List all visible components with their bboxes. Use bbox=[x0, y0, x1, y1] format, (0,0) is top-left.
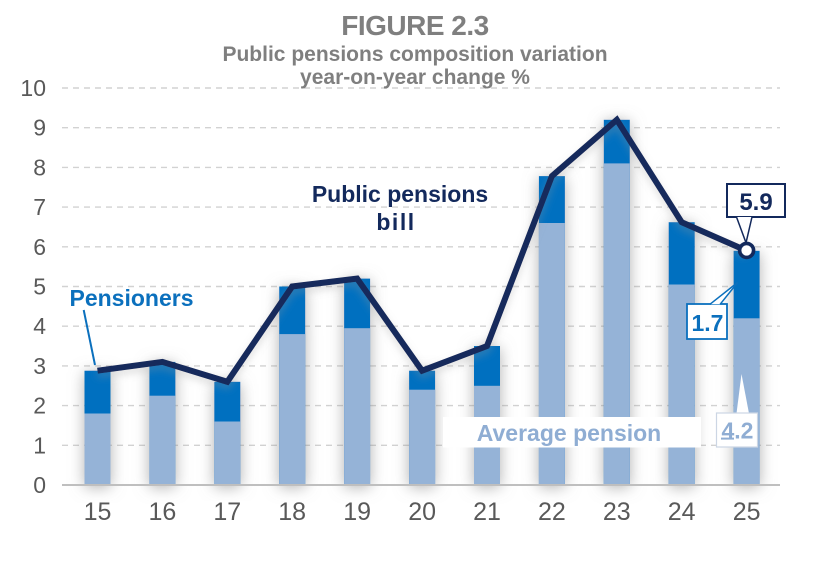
svg-text:19: 19 bbox=[343, 498, 371, 526]
svg-text:Pensioners: Pensioners bbox=[70, 285, 194, 311]
svg-text:bill: bill bbox=[376, 209, 415, 235]
svg-text:10: 10 bbox=[20, 75, 46, 101]
svg-text:9: 9 bbox=[33, 115, 46, 141]
svg-text:18: 18 bbox=[278, 498, 306, 526]
svg-text:0: 0 bbox=[33, 472, 46, 498]
svg-text:21: 21 bbox=[473, 498, 501, 526]
svg-text:2: 2 bbox=[33, 393, 46, 419]
svg-text:20: 20 bbox=[408, 498, 436, 526]
svg-text:5.9: 5.9 bbox=[739, 189, 772, 216]
svg-text:7: 7 bbox=[33, 194, 46, 220]
svg-text:8: 8 bbox=[33, 154, 46, 180]
svg-text:15: 15 bbox=[84, 498, 112, 526]
svg-text:4: 4 bbox=[33, 313, 46, 339]
svg-text:1: 1 bbox=[33, 432, 46, 458]
svg-text:22: 22 bbox=[538, 498, 566, 526]
svg-text:25: 25 bbox=[733, 498, 761, 526]
svg-text:17: 17 bbox=[213, 498, 241, 526]
svg-text:5: 5 bbox=[33, 274, 46, 300]
svg-text:Average pension: Average pension bbox=[477, 420, 661, 446]
svg-text:16: 16 bbox=[148, 498, 176, 526]
svg-text:6: 6 bbox=[33, 234, 46, 260]
svg-text:year-on-year change %: year-on-year change % bbox=[300, 66, 530, 89]
svg-text:Public pensions composition va: Public pensions composition variation bbox=[222, 43, 607, 66]
svg-text:24: 24 bbox=[668, 498, 696, 526]
svg-text:3: 3 bbox=[33, 353, 46, 379]
svg-text:23: 23 bbox=[603, 498, 631, 526]
svg-text:Public pensions: Public pensions bbox=[312, 181, 488, 207]
svg-text:FIGURE 2.3: FIGURE 2.3 bbox=[341, 10, 488, 41]
svg-text:1.7: 1.7 bbox=[692, 310, 724, 336]
